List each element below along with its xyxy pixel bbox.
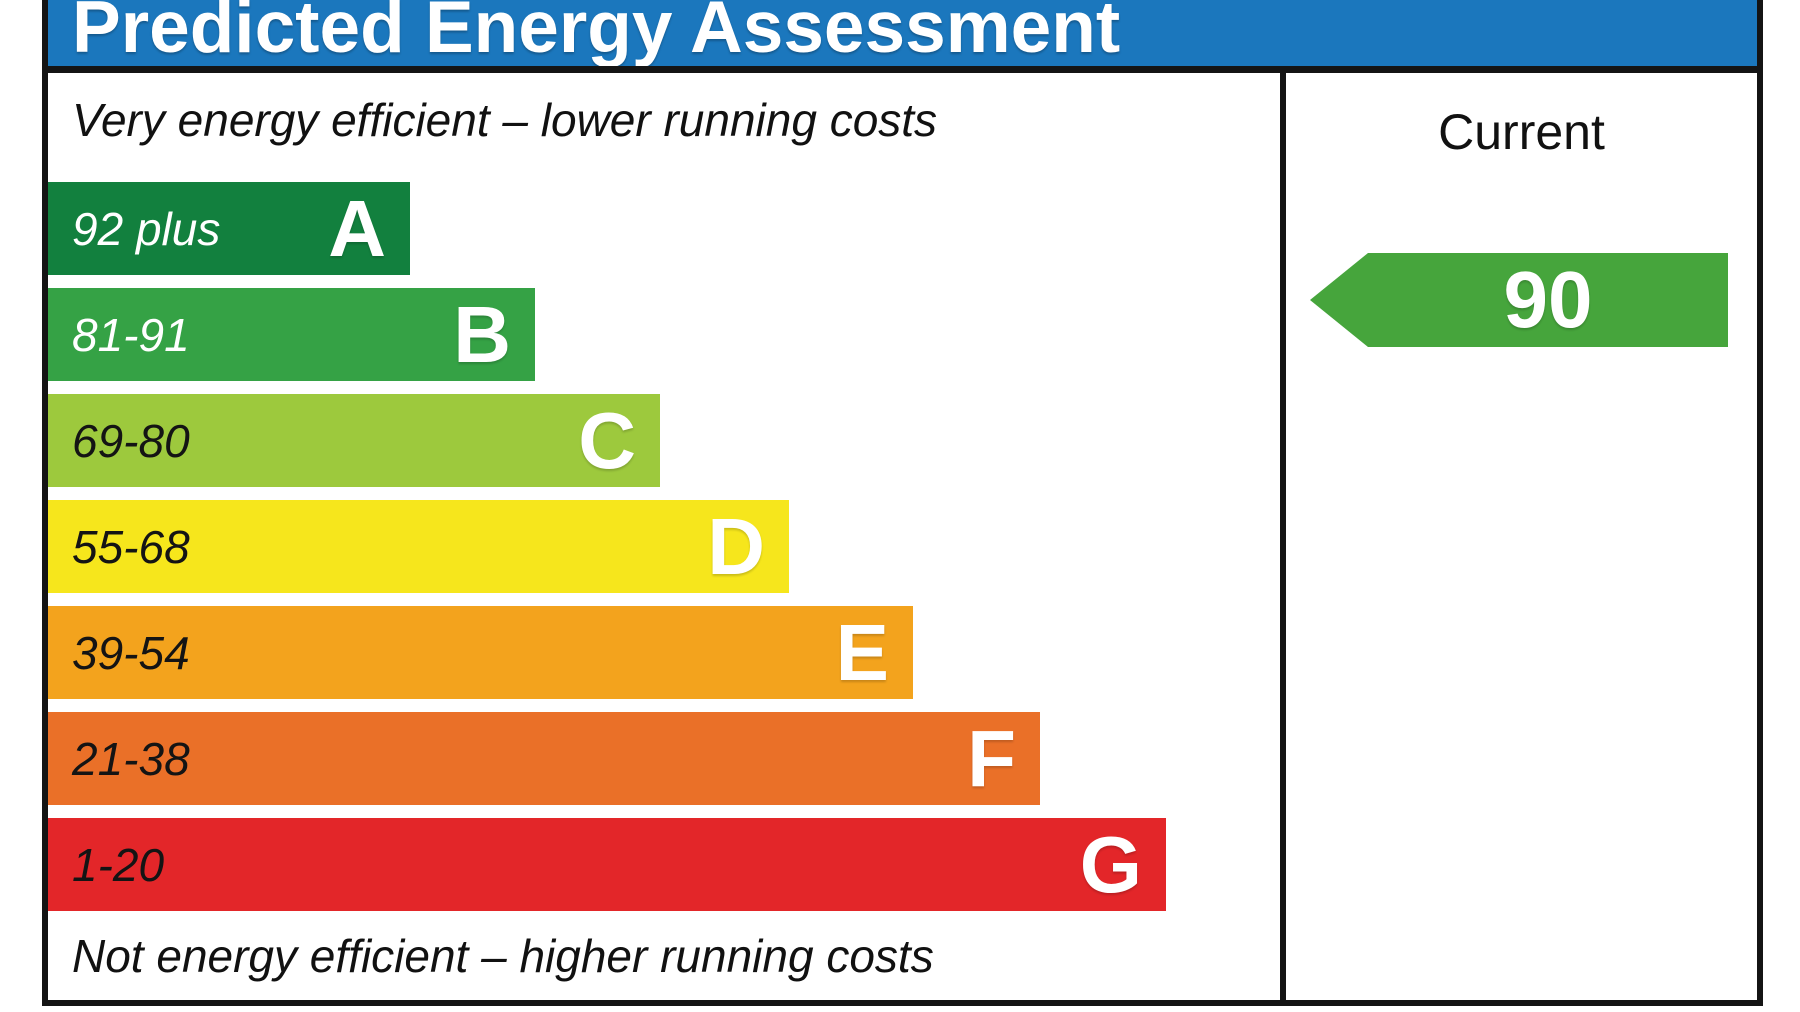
caption-not-efficient: Not energy efficient – higher running co… — [72, 930, 934, 982]
band-range-label: 39-54 — [72, 626, 190, 679]
band-letter: B — [453, 290, 511, 379]
band-row-e: 39-54 E — [48, 606, 913, 699]
header-divider-line — [48, 66, 1757, 73]
band-row-g: 1-20 G — [48, 818, 1166, 911]
band-letter: G — [1079, 820, 1142, 909]
band-letter: D — [707, 502, 765, 591]
band-row-d: 55-68 D — [48, 500, 789, 593]
band-range-label: 69-80 — [72, 414, 190, 467]
current-column-header: Current — [1438, 104, 1605, 160]
chart-content: Very energy efficient – lower running co… — [48, 73, 1757, 1000]
page-title: Predicted Energy Assessment — [72, 0, 1121, 66]
current-rating-arrow: 90 — [1310, 253, 1728, 347]
band-row-b: 81-91 B — [48, 288, 535, 381]
band-row-f: 21-38 F — [48, 712, 1040, 805]
band-letter: F — [967, 714, 1016, 803]
current-rating-panel: Current 90 — [1286, 73, 1757, 1000]
band-range-label: 21-38 — [72, 732, 190, 785]
caption-very-efficient: Very energy efficient – lower running co… — [72, 94, 938, 146]
rating-scale-panel: Very energy efficient – lower running co… — [48, 73, 1280, 1000]
band-letter: C — [578, 396, 636, 485]
arrow-left-point-icon — [1310, 253, 1368, 347]
band-letter: A — [328, 184, 386, 273]
header-bar: Predicted Energy Assessment — [48, 0, 1757, 66]
band-range-label: 55-68 — [72, 520, 190, 573]
band-range-label: 1-20 — [72, 838, 165, 891]
band-row-c: 69-80 C — [48, 394, 660, 487]
current-rating-value: 90 — [1503, 255, 1593, 344]
band-range-label: 92 plus — [72, 202, 221, 255]
chart-frame: Predicted Energy Assessment Very energy … — [42, 0, 1763, 1006]
arrow-body: 90 — [1368, 253, 1728, 347]
band-letter: E — [835, 608, 889, 697]
band-row-a: 92 plus A — [48, 182, 410, 275]
band-range-label: 81-91 — [72, 308, 190, 361]
panel-divider-line — [1280, 73, 1286, 1000]
